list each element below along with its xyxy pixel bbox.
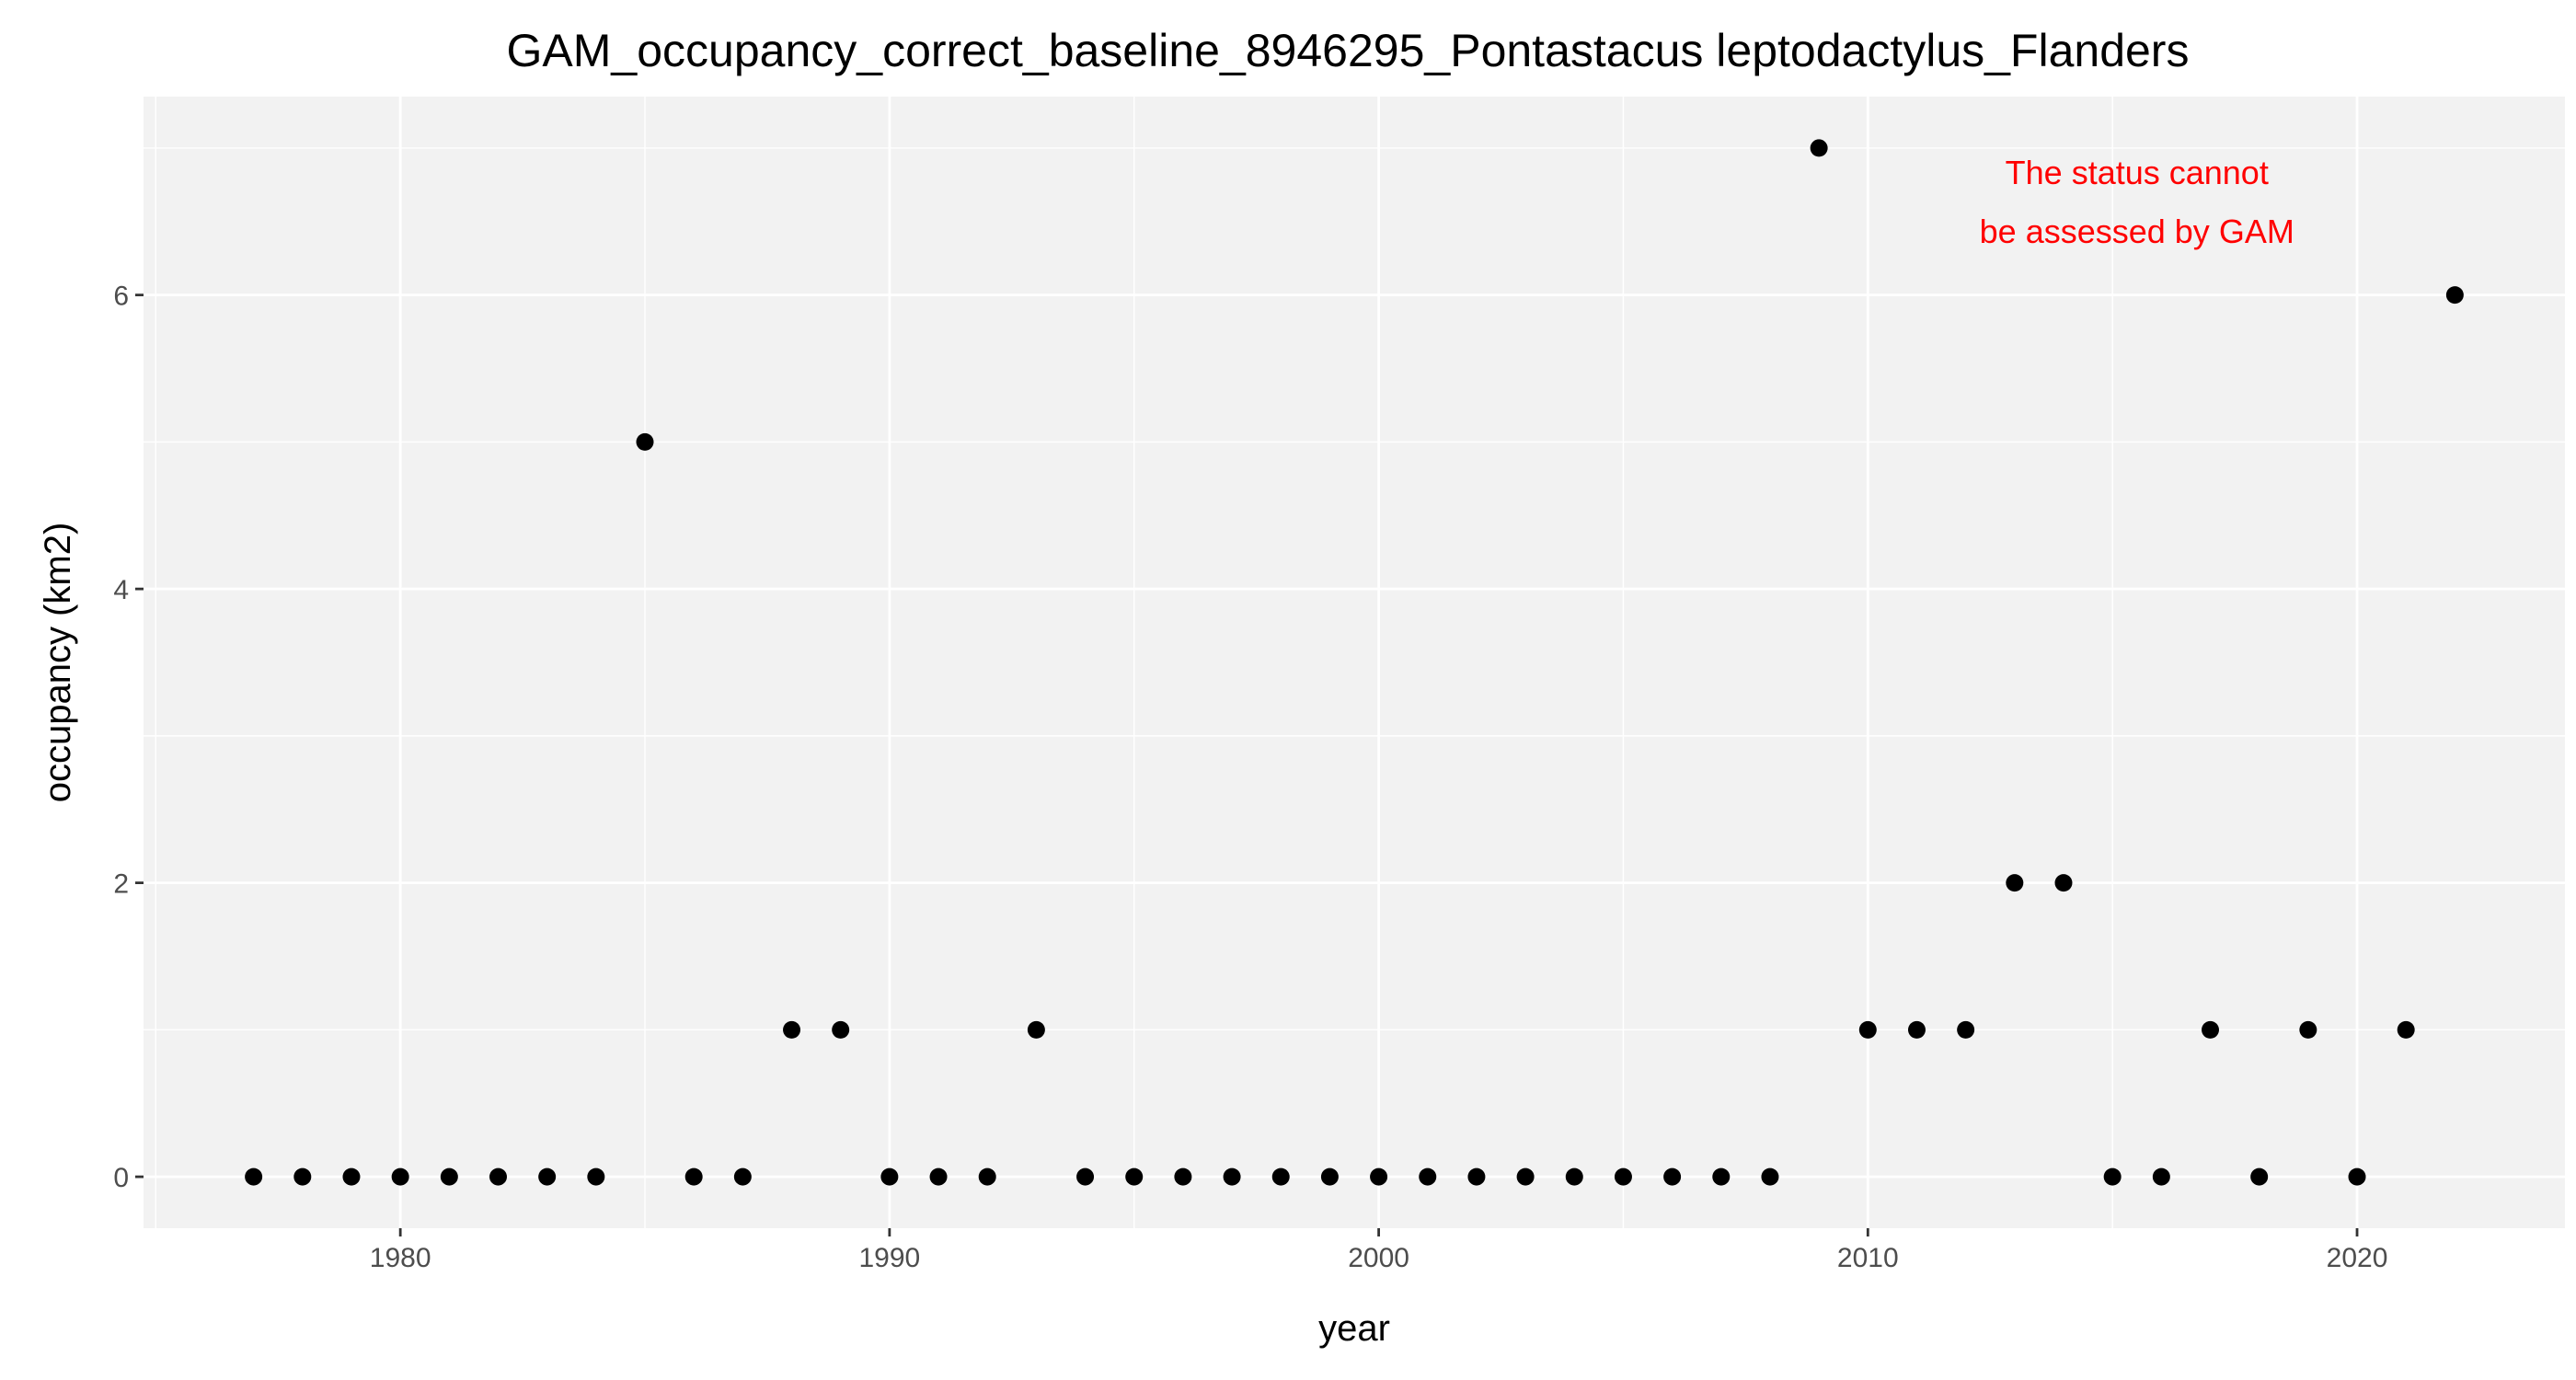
grid-minor [144,97,2565,1228]
data-point: 1998: 0 [1271,1167,1290,1186]
data-point: 2007: 0 [1712,1167,1731,1186]
y-axis: 0 2 4 6 [113,282,144,1193]
data-point: 2019: 1 [2299,1020,2317,1039]
data-point: 2011: 1 [1907,1020,1926,1039]
x-tick-label: 2010 [1837,1243,1899,1273]
grid-major [144,97,2565,1228]
data-point: 1995: 0 [1125,1167,1144,1186]
data-point: 2015: 0 [2103,1167,2122,1186]
data-point: 2022: 6 [2445,286,2464,305]
data-point: 1977: 0 [245,1167,263,1186]
annotation-line: The status cannot [2006,154,2269,191]
data-point: 1985: 5 [636,432,654,451]
x-tick-label: 2020 [2327,1243,2388,1273]
data-point: 1993: 1 [1027,1020,1045,1039]
data-point: 2012: 1 [1957,1020,1975,1039]
data-point: 1982: 0 [489,1167,507,1186]
data-point: 2013: 2 [2006,874,2024,892]
plot-panel [144,97,2565,1228]
data-point: 2020: 0 [2348,1167,2366,1186]
data-point: 2006: 0 [1663,1167,1682,1186]
data-point: 2008: 0 [1761,1167,1779,1186]
data-point: 2010: 1 [1858,1020,1877,1039]
y-axis-title: occupancy (km2) [38,523,78,803]
data-point: 1990: 0 [880,1167,899,1186]
y-tick-label: 2 [113,869,129,900]
data-point: 1992: 0 [978,1167,996,1186]
y-tick-label: 4 [113,575,129,605]
data-point: 1999: 0 [1320,1167,1339,1186]
y-tick-label: 6 [113,282,129,312]
data-point: 2016: 0 [2152,1167,2170,1186]
data-point: 2000: 0 [1370,1167,1388,1186]
data-point: 1978: 0 [293,1167,312,1186]
data-point: 2004: 0 [1565,1167,1583,1186]
data-point: 1997: 0 [1223,1167,1241,1186]
data-point: 2021: 1 [2397,1020,2415,1039]
annotation: The status cannot be assessed by GAM [1980,154,2294,250]
data-point: 1988: 1 [783,1020,801,1039]
data-point: 2005: 0 [1614,1167,1632,1186]
annotation-line: be assessed by GAM [1980,213,2294,250]
data-point: 1981: 0 [440,1167,458,1186]
data-point: 1983: 0 [538,1167,557,1186]
data-point: 2017: 1 [2202,1020,2220,1039]
x-tick-label: 1990 [858,1243,920,1273]
data-point: 2001: 0 [1419,1167,1437,1186]
data-point: 2014: 2 [2054,874,2073,892]
data-points: 1977: 0 1978: 0 1979: 0 1980: 0 1981: 0 1982:… [245,139,2464,1186]
data-point: 1979: 0 [342,1167,361,1186]
x-tick-label: 2000 [1348,1243,1409,1273]
data-point: 1987: 0 [733,1167,752,1186]
data-point: 2018: 0 [2250,1167,2269,1186]
x-axis-title: year [1318,1308,1390,1349]
data-point: 1980: 0 [391,1167,409,1186]
data-point: 2003: 0 [1516,1167,1535,1186]
data-point: 1986: 0 [684,1167,703,1186]
y-tick-label: 0 [113,1163,129,1193]
data-point: 1996: 0 [1174,1167,1192,1186]
data-point: 1994: 0 [1076,1167,1095,1186]
data-point: 1984: 0 [587,1167,605,1186]
data-point: 1989: 1 [832,1020,850,1039]
x-tick-label: 1980 [370,1243,431,1273]
x-axis: 1980 1990 2000 2010 2020 [370,1228,2388,1273]
data-point: 2009: 7 [1810,139,1828,157]
chart-title: GAM_occupancy_correct_baseline_8946295_P… [507,25,2190,76]
data-point: 1991: 0 [929,1167,948,1186]
